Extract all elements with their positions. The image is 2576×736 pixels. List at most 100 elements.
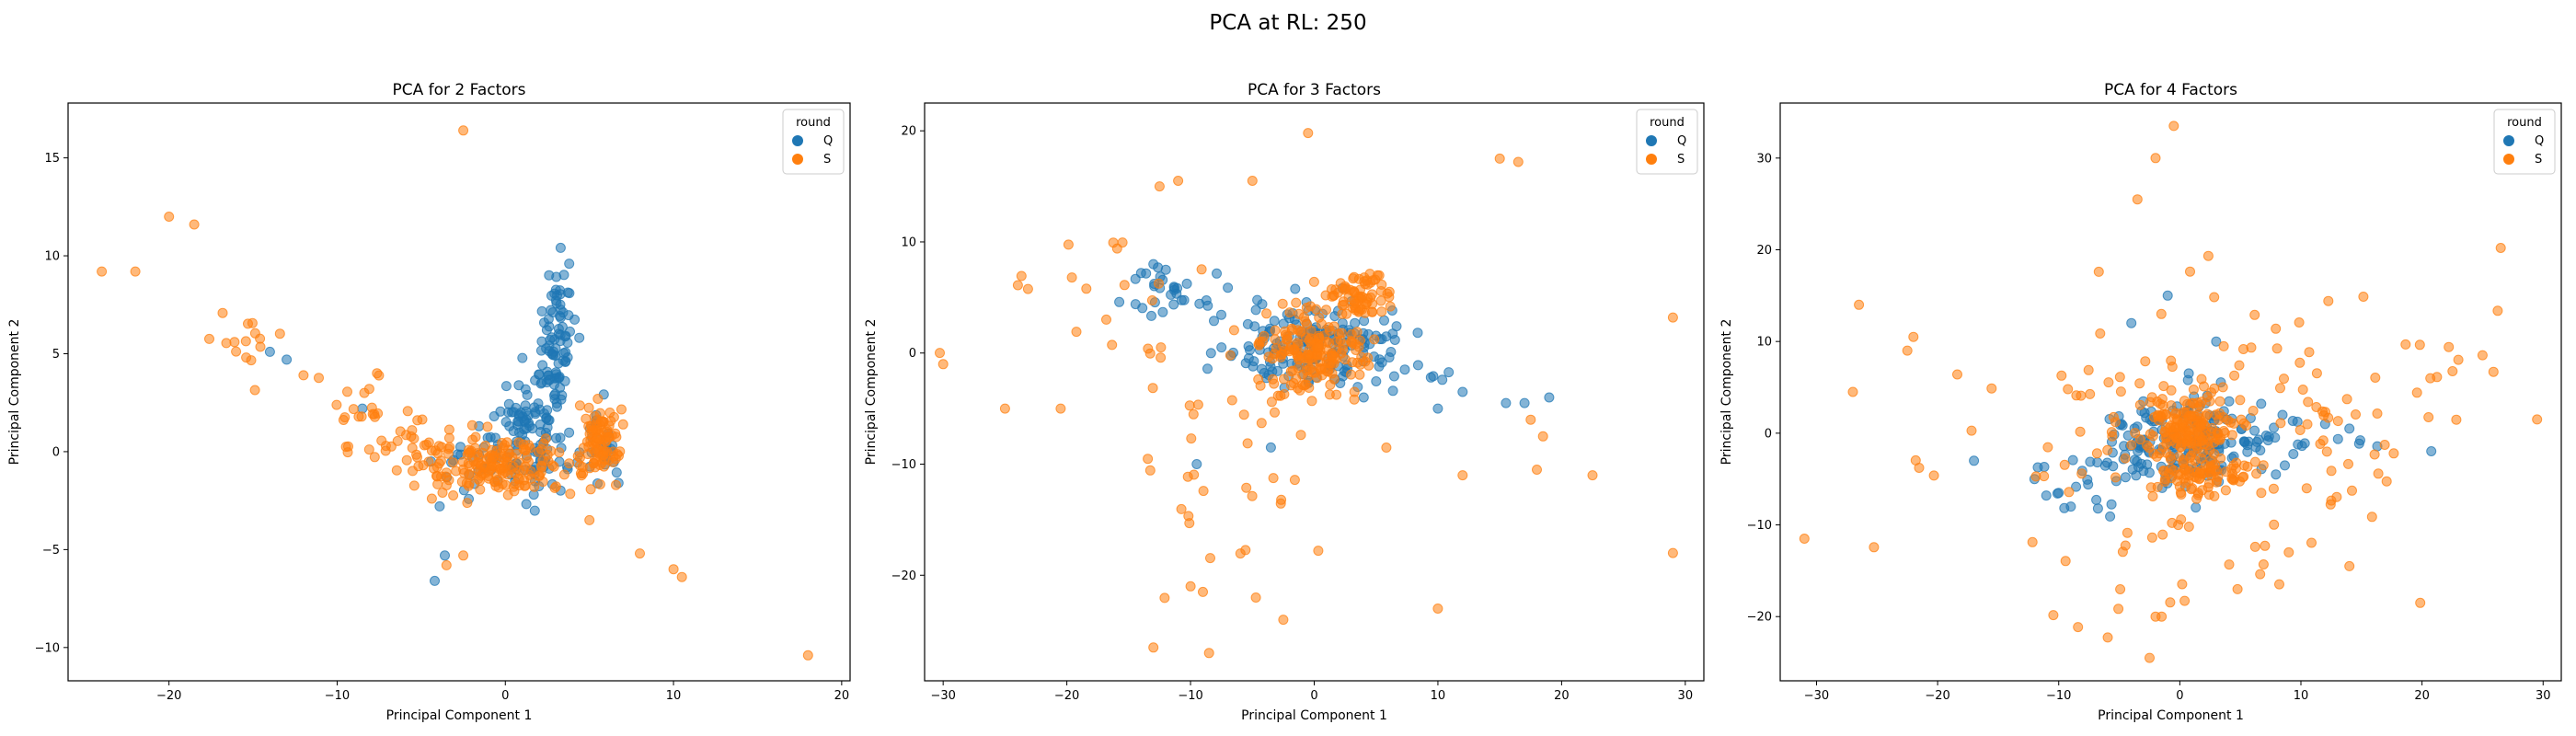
data-point bbox=[2115, 386, 2126, 397]
data-point bbox=[2108, 411, 2119, 422]
data-point bbox=[343, 441, 353, 452]
data-point bbox=[1325, 379, 1336, 390]
data-point bbox=[2206, 387, 2217, 398]
data-point bbox=[2129, 454, 2140, 466]
data-point bbox=[1216, 309, 1226, 320]
data-point bbox=[1928, 470, 1939, 481]
data-point bbox=[2332, 433, 2343, 444]
data-point bbox=[2223, 415, 2234, 426]
data-point bbox=[2120, 540, 2131, 551]
data-point bbox=[2294, 425, 2306, 435]
data-point bbox=[2447, 366, 2458, 376]
data-point bbox=[1349, 286, 1360, 296]
data-point bbox=[1247, 176, 1258, 186]
data-point bbox=[2232, 583, 2243, 594]
data-point bbox=[2275, 383, 2285, 394]
data-point bbox=[549, 288, 560, 299]
data-point bbox=[1425, 372, 1436, 383]
data-point bbox=[611, 479, 621, 490]
x-axis-label: Principal Component 1 bbox=[386, 708, 533, 723]
data-point bbox=[1349, 386, 1360, 397]
data-point bbox=[617, 419, 628, 430]
data-point bbox=[2173, 469, 2184, 480]
data-point bbox=[2156, 308, 2167, 319]
data-point bbox=[2093, 266, 2104, 277]
data-point bbox=[1902, 345, 1913, 356]
data-point bbox=[2179, 595, 2191, 606]
data-point bbox=[2193, 430, 2204, 441]
data-point bbox=[2444, 341, 2455, 352]
data-point bbox=[1135, 268, 1146, 279]
data-point bbox=[1321, 305, 1331, 316]
data-point bbox=[500, 381, 512, 392]
data-point bbox=[935, 348, 945, 359]
data-point bbox=[1376, 279, 1387, 290]
data-point bbox=[1259, 368, 1270, 378]
data-point bbox=[592, 394, 604, 404]
data-point bbox=[2107, 431, 2118, 442]
data-point bbox=[1191, 459, 1202, 469]
y-tick-label: 20 bbox=[1756, 244, 1772, 258]
data-point bbox=[2103, 377, 2114, 388]
data-point bbox=[555, 242, 566, 253]
data-point bbox=[2147, 491, 2158, 501]
data-point bbox=[535, 466, 546, 477]
data-point bbox=[1303, 349, 1314, 360]
data-point bbox=[529, 481, 540, 492]
data-point bbox=[1537, 431, 1548, 442]
data-point bbox=[421, 439, 432, 450]
data-point bbox=[2145, 652, 2155, 663]
data-point bbox=[1157, 306, 1168, 317]
data-point bbox=[2183, 431, 2194, 442]
data-point bbox=[1160, 264, 1171, 275]
data-point bbox=[513, 437, 524, 448]
legend: round QS bbox=[2493, 109, 2556, 175]
data-point bbox=[2271, 469, 2282, 480]
data-point bbox=[2271, 343, 2283, 354]
data-point bbox=[2279, 374, 2289, 385]
data-point bbox=[527, 423, 538, 434]
x-tick-label: −20 bbox=[1925, 689, 1949, 703]
data-point bbox=[1252, 294, 1263, 305]
data-point bbox=[2076, 390, 2087, 401]
data-point bbox=[2400, 339, 2411, 350]
data-point bbox=[2204, 444, 2215, 455]
data-point bbox=[2306, 537, 2317, 548]
data-point bbox=[1384, 286, 1395, 297]
data-point bbox=[1081, 283, 1092, 294]
data-point bbox=[2294, 357, 2306, 368]
data-point bbox=[1245, 345, 1255, 356]
data-point bbox=[2199, 381, 2209, 392]
data-point bbox=[1356, 351, 1367, 362]
data-point bbox=[97, 266, 108, 277]
x-tick-label: 0 bbox=[2176, 689, 2183, 703]
subplot-3: PCA for 4 Factors −30 −20 −10 0 10 20 30 −20 −10 0… bbox=[1719, 81, 2562, 723]
series-s bbox=[97, 125, 813, 661]
data-point bbox=[564, 259, 575, 270]
data-point bbox=[2095, 328, 2106, 339]
data-point bbox=[594, 479, 605, 489]
data-point bbox=[2432, 372, 2443, 383]
data-point bbox=[2156, 611, 2168, 622]
data-point bbox=[1289, 475, 1300, 486]
point-layer bbox=[1799, 121, 2543, 663]
data-point bbox=[529, 505, 540, 516]
data-point bbox=[1355, 335, 1365, 346]
data-point bbox=[2238, 344, 2248, 354]
data-point bbox=[577, 462, 588, 473]
data-point bbox=[676, 571, 687, 582]
data-point bbox=[488, 453, 499, 464]
data-point bbox=[1399, 364, 1410, 375]
data-point bbox=[1340, 354, 1351, 365]
data-point bbox=[1319, 362, 1330, 374]
data-point bbox=[1297, 380, 1308, 390]
subplot-1: PCA for 2 Factors −20 −10 0 10 20 −10 −5 0 5 10 15 P… bbox=[7, 81, 851, 723]
data-point bbox=[2152, 481, 2163, 492]
subplot-title: PCA for 3 Factors bbox=[1248, 81, 1381, 99]
data-point bbox=[441, 559, 452, 570]
data-point bbox=[2122, 527, 2133, 538]
y-tick-label: 0 bbox=[909, 347, 916, 361]
data-point bbox=[2331, 491, 2342, 502]
data-point bbox=[503, 407, 513, 418]
data-point bbox=[1379, 315, 1389, 326]
